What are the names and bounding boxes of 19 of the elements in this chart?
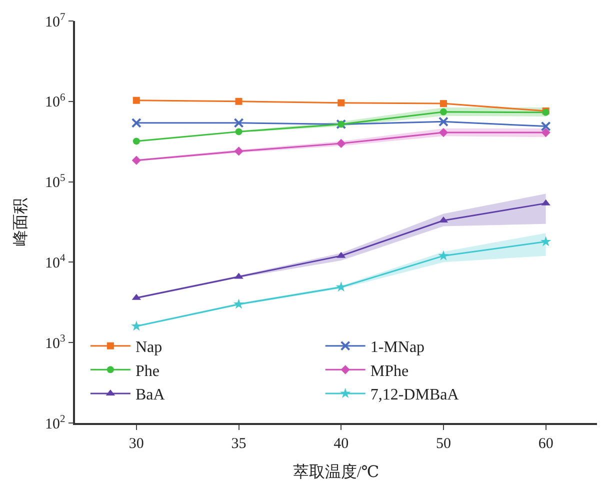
x-tick-label: 35 xyxy=(231,436,246,452)
x-tick-label: 50 xyxy=(436,436,451,452)
y-tick-label: 10$^{3}$ xyxy=(45,334,66,352)
legend-label: BaA xyxy=(135,386,166,404)
y-axis-title: 峰面积 xyxy=(12,198,30,246)
y-tick-label: 10$^{6}$ xyxy=(45,92,66,111)
legend-label: 1-MNap xyxy=(370,339,425,356)
y-tick-label: 10$^{2}$ xyxy=(45,414,66,432)
legend-label: 7,12-DMBaA xyxy=(370,386,460,404)
y-tick-label: 10$^{4}$ xyxy=(45,253,66,272)
legend-label: Nap xyxy=(135,339,162,356)
x-tick-label: 60 xyxy=(538,436,554,452)
y-tick-label: 10$^{7}$ xyxy=(45,12,66,30)
x-axis-title: 萃取温度/℃ xyxy=(292,462,380,481)
y-tick-label: 10$^{5}$ xyxy=(45,172,66,192)
legend-label: Phe xyxy=(135,362,160,380)
x-tick-label: 30 xyxy=(128,436,144,452)
legend-label: MPhe xyxy=(370,362,409,380)
x-tick-label: 40 xyxy=(334,436,349,452)
